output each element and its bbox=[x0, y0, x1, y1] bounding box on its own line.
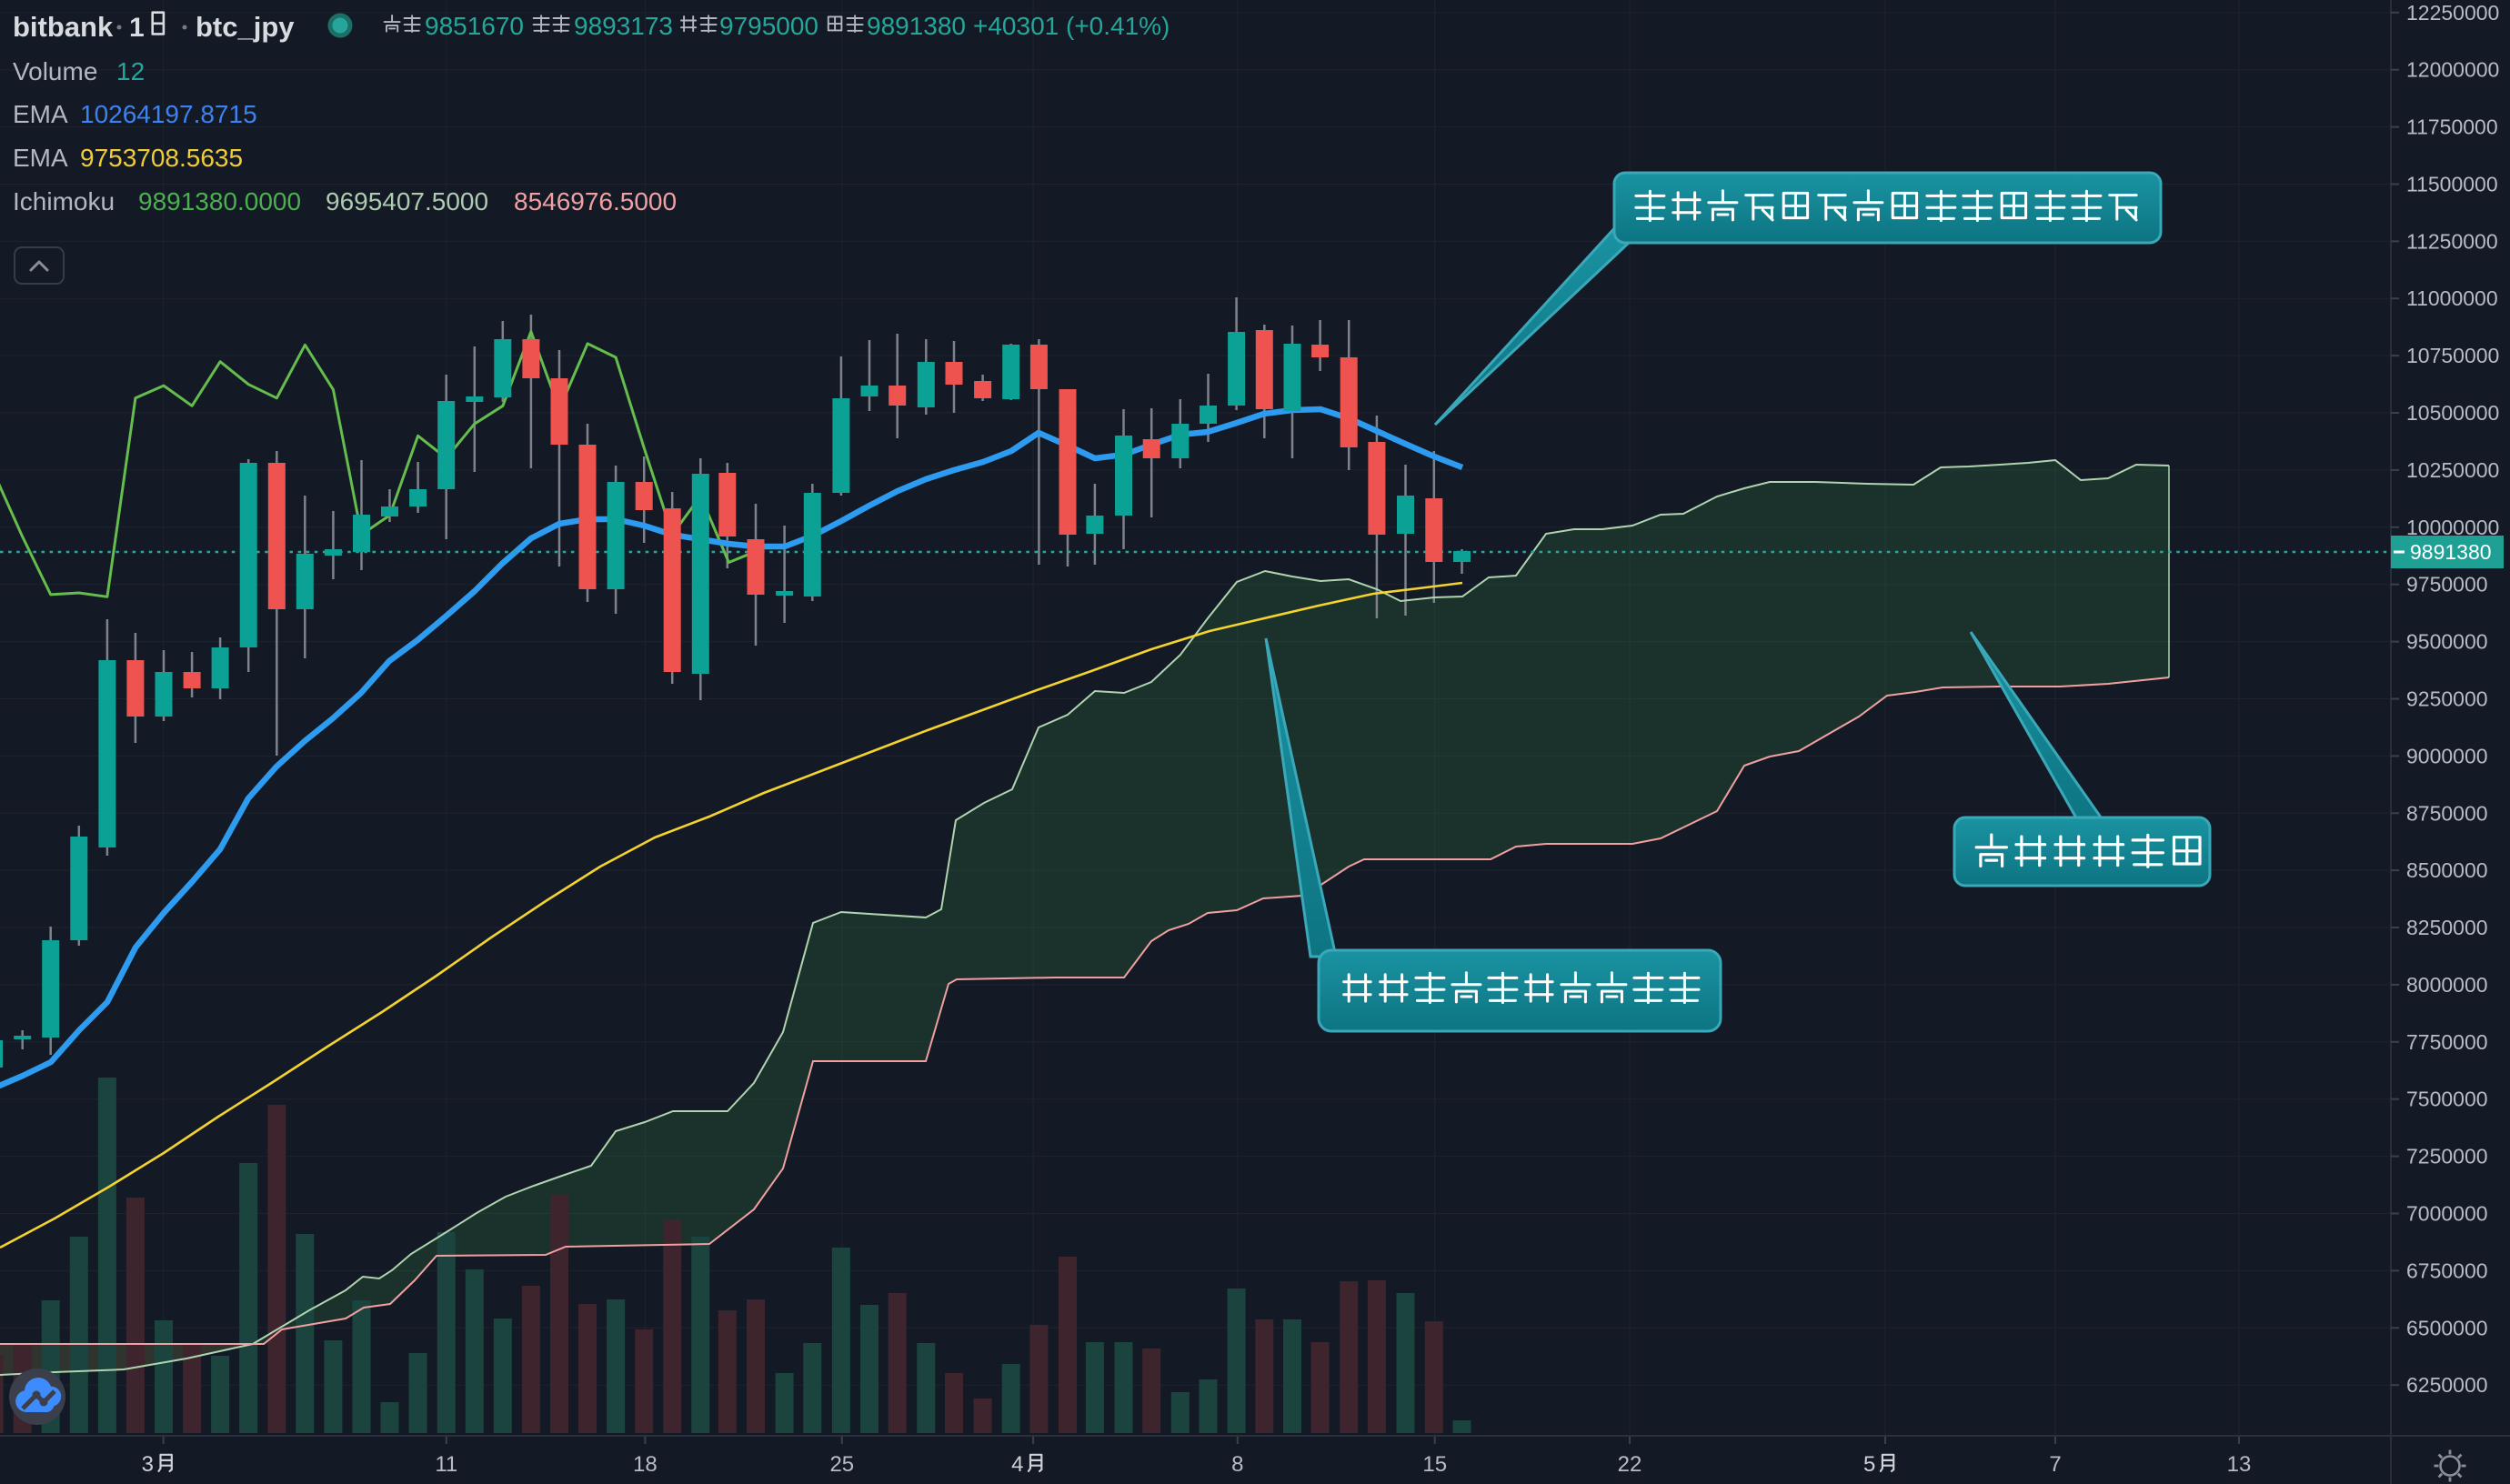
svg-text:9753708.5635: 9753708.5635 bbox=[80, 144, 243, 172]
svg-text:5: 5 bbox=[1863, 1452, 1875, 1477]
svg-text:15: 15 bbox=[1422, 1452, 1447, 1477]
svg-text:25: 25 bbox=[829, 1452, 854, 1477]
svg-text:11750000: 11750000 bbox=[2406, 115, 2498, 139]
svg-text:9891380: 9891380 bbox=[2410, 540, 2492, 564]
svg-text:7: 7 bbox=[2049, 1452, 2061, 1477]
svg-text:11000000: 11000000 bbox=[2406, 286, 2498, 310]
svg-text:bitbank: bitbank bbox=[13, 11, 114, 43]
svg-text:EMA: EMA bbox=[13, 100, 68, 128]
svg-text:9893173: 9893173 bbox=[574, 12, 673, 40]
svg-text:9891380.0000: 9891380.0000 bbox=[138, 187, 301, 216]
svg-text:9750000: 9750000 bbox=[2406, 573, 2488, 597]
svg-text:7250000: 7250000 bbox=[2406, 1145, 2488, 1168]
svg-text:9891380: 9891380 bbox=[867, 12, 966, 40]
svg-text:9500000: 9500000 bbox=[2406, 630, 2488, 654]
svg-text:8500000: 8500000 bbox=[2406, 858, 2488, 882]
svg-text:btc_jpy: btc_jpy bbox=[196, 11, 295, 43]
svg-text:7000000: 7000000 bbox=[2406, 1202, 2488, 1226]
svg-text:8546976.5000: 8546976.5000 bbox=[514, 187, 677, 216]
svg-text:6500000: 6500000 bbox=[2406, 1316, 2488, 1339]
svg-text:6750000: 6750000 bbox=[2406, 1258, 2488, 1282]
svg-text:10000000: 10000000 bbox=[2406, 516, 2499, 539]
svg-text:9851670: 9851670 bbox=[425, 12, 524, 40]
svg-text:12000000: 12000000 bbox=[2406, 58, 2499, 82]
svg-text:3: 3 bbox=[142, 1452, 154, 1477]
svg-text:7750000: 7750000 bbox=[2406, 1030, 2488, 1054]
svg-text:9795000: 9795000 bbox=[719, 12, 818, 40]
svg-text:13: 13 bbox=[2227, 1452, 2252, 1477]
svg-text:10264197.8715: 10264197.8715 bbox=[80, 100, 257, 128]
svg-text:11500000: 11500000 bbox=[2406, 173, 2498, 196]
svg-text:8: 8 bbox=[1231, 1452, 1243, 1477]
svg-text:+40301 (+0.41%): +40301 (+0.41%) bbox=[973, 12, 1170, 40]
svg-text:10500000: 10500000 bbox=[2406, 401, 2499, 425]
svg-text:10250000: 10250000 bbox=[2406, 458, 2499, 482]
svg-text:18: 18 bbox=[633, 1452, 658, 1477]
svg-text:6250000: 6250000 bbox=[2406, 1373, 2488, 1397]
svg-text:9000000: 9000000 bbox=[2406, 744, 2488, 767]
svg-text:22: 22 bbox=[1618, 1452, 1642, 1477]
svg-text:11250000: 11250000 bbox=[2406, 229, 2498, 253]
svg-text:4: 4 bbox=[1011, 1452, 1023, 1477]
svg-text:8750000: 8750000 bbox=[2406, 801, 2488, 825]
svg-text:10750000: 10750000 bbox=[2406, 344, 2499, 367]
svg-text:Volume: Volume bbox=[13, 57, 97, 85]
svg-text:7500000: 7500000 bbox=[2406, 1088, 2488, 1111]
svg-text:11: 11 bbox=[435, 1452, 457, 1477]
svg-text:Ichimoku: Ichimoku bbox=[13, 187, 115, 216]
svg-text:9695407.5000: 9695407.5000 bbox=[326, 187, 488, 216]
svg-text:12: 12 bbox=[116, 57, 145, 85]
svg-text:9250000: 9250000 bbox=[2406, 687, 2488, 711]
svg-text:EMA: EMA bbox=[13, 144, 68, 172]
svg-text:12250000: 12250000 bbox=[2406, 1, 2499, 25]
svg-text:1: 1 bbox=[129, 13, 145, 43]
svg-text:8000000: 8000000 bbox=[2406, 973, 2488, 997]
svg-text:8250000: 8250000 bbox=[2406, 916, 2488, 939]
